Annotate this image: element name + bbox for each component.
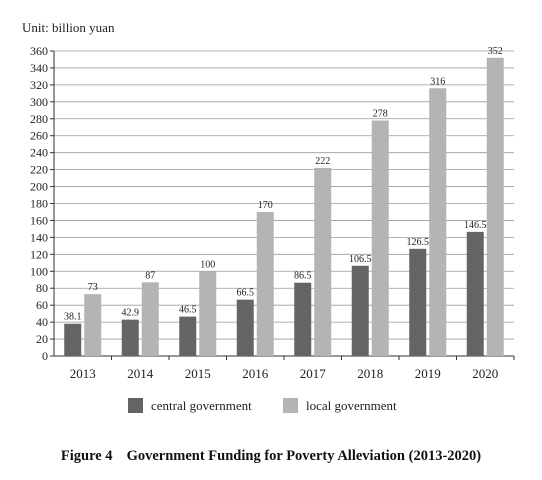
figure-number: Figure 4	[60, 448, 113, 464]
bar-central-government	[236, 299, 254, 356]
data-label-central: 86.5	[294, 271, 312, 282]
y-tick-label: 80	[36, 281, 48, 295]
legend-swatch-local	[283, 398, 298, 413]
bar-local-government	[314, 167, 332, 356]
y-tick-label: 300	[30, 95, 48, 109]
y-tick-label: 360	[30, 44, 48, 58]
data-label-local: 278	[373, 108, 388, 119]
bar-central-government	[409, 248, 427, 356]
bar-central-government	[64, 323, 82, 356]
legend-label-central: central government	[151, 398, 252, 413]
data-label-local: 87	[145, 270, 155, 281]
x-tick-label: 2016	[242, 366, 269, 381]
legend-swatch-central	[128, 398, 143, 413]
x-tick-label: 2015	[185, 366, 211, 381]
y-tick-label: 100	[30, 264, 48, 278]
bar-local-government	[141, 282, 159, 356]
y-tick-label: 200	[30, 180, 48, 194]
y-tick-label: 340	[30, 61, 48, 75]
x-tick-label: 2013	[70, 366, 96, 381]
bar-local-government	[256, 211, 274, 356]
y-tick-label: 20	[36, 332, 48, 346]
y-tick-label: 240	[30, 146, 48, 160]
data-label-central: 42.9	[122, 308, 140, 319]
y-tick-label: 220	[30, 163, 48, 177]
y-tick-label: 140	[30, 230, 48, 244]
data-label-local: 170	[258, 200, 273, 211]
bar-central-government	[121, 319, 139, 356]
bar-local-government	[429, 88, 447, 357]
bar-local-government	[371, 120, 389, 356]
y-tick-label: 60	[36, 298, 48, 312]
data-label-central: 66.5	[237, 288, 255, 299]
data-label-local: 352	[488, 46, 503, 57]
y-tick-label: 280	[30, 112, 48, 126]
y-tick-label: 40	[36, 315, 48, 329]
x-tick-label: 2019	[415, 366, 441, 381]
y-tick-label: 160	[30, 213, 48, 227]
x-tick-label: 2014	[127, 366, 154, 381]
data-label-local: 222	[315, 156, 330, 167]
y-tick-label: 320	[30, 78, 48, 92]
y-tick-label: 260	[30, 129, 48, 143]
bar-chart: 0 20 40 60 80 100 120 140 160 180 200 220 240 260 280 3…	[30, 44, 515, 413]
unit-label: Unit: billion yuan	[22, 20, 115, 35]
figure-title: Government Funding for Poverty Alleviati…	[126, 448, 482, 464]
x-tick-label: 2017	[300, 366, 327, 381]
bar-central-government	[294, 282, 312, 356]
data-label-central: 146.5	[464, 220, 487, 231]
data-label-local: 73	[88, 282, 98, 293]
x-tick-label: 2018	[357, 366, 383, 381]
bar-local-government	[486, 57, 504, 357]
bar-local-government	[199, 271, 217, 356]
y-tick-label: 180	[30, 197, 48, 211]
y-tick-label: 0	[42, 349, 48, 363]
data-label-central: 46.5	[179, 305, 197, 316]
data-label-local: 316	[430, 76, 445, 87]
bar-central-government	[351, 265, 369, 356]
bar-central-government	[466, 231, 484, 356]
legend-label-local: local government	[306, 398, 397, 413]
y-tick-label: 120	[30, 247, 48, 261]
data-label-central: 106.5	[349, 254, 372, 265]
data-label-local: 100	[200, 259, 215, 270]
data-label-central: 38.1	[64, 312, 82, 323]
figure-caption: Figure 4 Government Funding for Poverty A…	[0, 448, 542, 465]
data-label-central: 126.5	[407, 237, 430, 248]
bar-local-government	[84, 294, 102, 356]
bar-central-government	[179, 316, 197, 356]
x-tick-label: 2020	[472, 366, 498, 381]
